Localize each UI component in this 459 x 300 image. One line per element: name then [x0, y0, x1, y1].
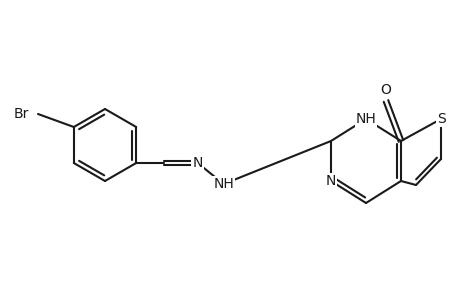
Text: O: O	[380, 83, 391, 97]
Text: NH: NH	[355, 112, 375, 126]
Text: N: N	[325, 174, 336, 188]
Text: NH: NH	[213, 177, 234, 191]
Text: Br: Br	[14, 107, 29, 121]
Text: N: N	[192, 156, 202, 170]
Text: S: S	[436, 112, 444, 126]
